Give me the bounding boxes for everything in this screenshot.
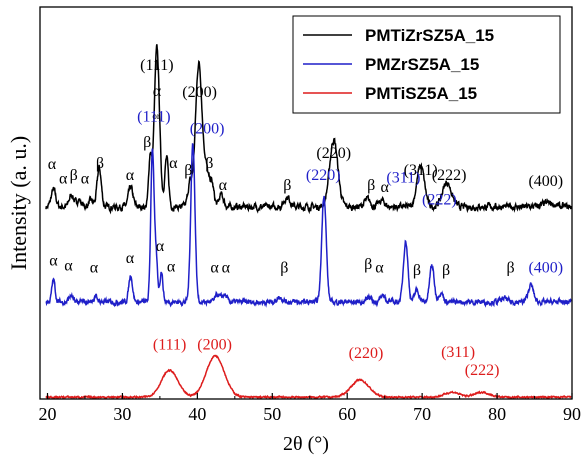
plot-frame [39,6,573,400]
legend: PMTiZrSZ5A_15 PMZrSZ5A_15 PMTiSZ5A_15 [292,15,561,114]
peak-annotation: α [167,259,176,276]
peak-annotation: β [143,134,151,151]
x-tick-label: 60 [338,404,356,424]
peak-annotation: (311) [441,344,475,361]
peak-annotation: α [169,155,178,172]
peak-annotation: (311) [386,169,420,186]
x-axis-label: 2θ (°) [283,433,329,455]
peak-annotation: β [364,256,372,273]
series-line [45,354,572,400]
series-line [45,142,572,308]
peak-annotation: (222) [432,167,467,184]
peak-annotation-or: or [152,111,160,121]
legend-label: PMTiZrSZ5A_15 [365,26,494,45]
x-tick-label: 50 [263,404,281,424]
peak-annotation: β [506,260,514,277]
peak-annotation: (111) [140,57,173,74]
peak-annotation: α [59,171,68,188]
peak-annotation: α [156,238,165,255]
peak-annotation: β [283,177,291,194]
peak-annotation: α [49,252,58,269]
peak-annotation: (222) [465,362,500,379]
peak-annotation: α [222,260,231,277]
x-tick-label: 20 [38,404,56,424]
peak-annotation: α [375,260,384,277]
peak-annotation: β [70,167,78,184]
peak-annotation: α [48,156,57,173]
peak-annotation: (400) [528,173,563,190]
x-tick-label: 70 [413,404,431,424]
legend-label: PMTiSZ5A_15 [365,84,477,103]
peak-annotation: α [153,83,162,100]
peak-annotation: (200) [190,121,225,138]
y-axis-label: Intensity (a. u.) [6,136,31,270]
peak-annotation: β [280,260,288,277]
peak-annotation: (400) [528,260,563,277]
peak-annotation: (311) [404,162,438,179]
peak-annotation: (220) [306,167,341,184]
peak-annotation: α [380,179,389,196]
peak-annotation: α [126,250,135,267]
peak-annotation: α [126,167,135,184]
peak-annotation: β [96,155,104,172]
legend-label: PMZrSZ5A_15 [365,55,479,74]
x-tick-label: 80 [488,404,506,424]
peak-annotation: (111) [153,337,186,354]
peak-annotation: (200) [182,84,217,101]
peak-annotation: α [90,260,99,277]
xrd-curves [45,44,572,400]
peak-annotation: β [442,262,450,279]
peak-annotation: β [413,262,421,279]
peak-annotation: (222) [422,191,457,208]
x-axis-ticks: 20 30 40 50 60 70 80 90 [38,393,581,424]
peak-annotation: (111) [137,108,170,125]
peak-annotation: α [64,257,73,274]
series-line [45,44,572,215]
peak-annotation: α [210,260,219,277]
x-tick-label: 90 [563,404,581,424]
peak-annotation: β [184,162,192,179]
peak-annotation: (200) [197,337,232,354]
x-tick-label: 30 [113,404,131,424]
peak-annotation: (220) [349,345,384,362]
peak-annotation: α [219,177,228,194]
peak-annotation: (220) [316,145,351,162]
x-tick-label: 40 [188,404,206,424]
peak-annotation: α [81,171,90,188]
peak-annotation: β [205,155,213,172]
peak-annotation: β [367,177,375,194]
